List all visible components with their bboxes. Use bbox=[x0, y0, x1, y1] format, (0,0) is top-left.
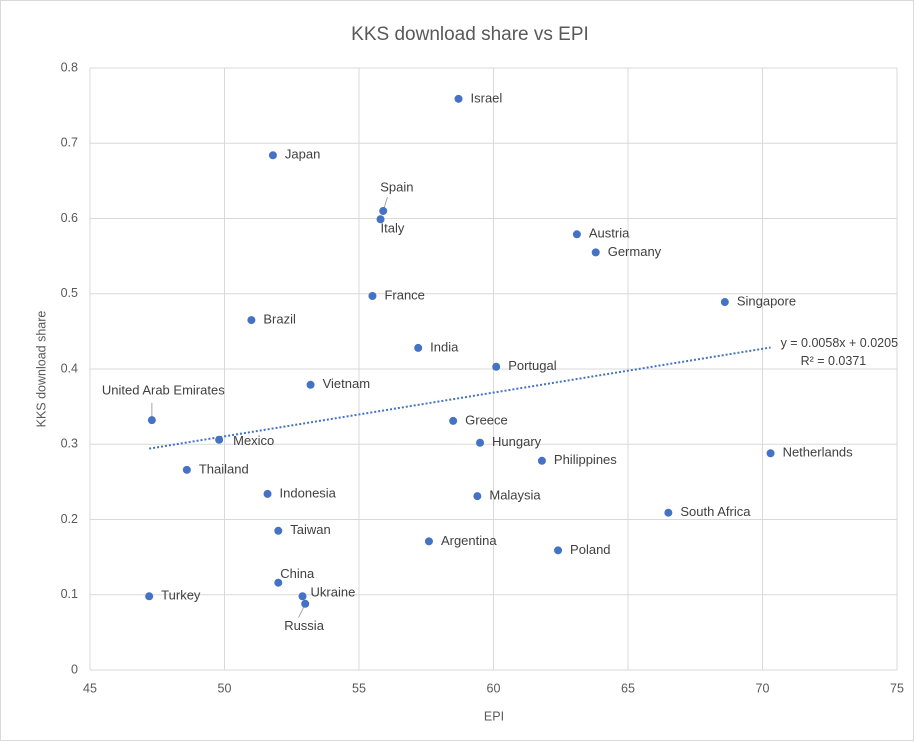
point-label: Singapore bbox=[737, 293, 796, 308]
point bbox=[664, 508, 673, 517]
point-label: Hungary bbox=[492, 434, 542, 449]
point bbox=[720, 298, 729, 307]
point bbox=[306, 380, 315, 389]
point bbox=[147, 416, 156, 425]
point bbox=[414, 343, 423, 352]
point-label: United Arab Emirates bbox=[102, 383, 225, 398]
point-label: Mexico bbox=[233, 433, 274, 448]
point bbox=[449, 416, 458, 425]
point-label: Malaysia bbox=[489, 488, 541, 503]
x-tick-label: 45 bbox=[83, 681, 97, 695]
y-tick-label: 0.2 bbox=[61, 512, 78, 526]
y-tick-label: 0.1 bbox=[61, 587, 78, 601]
point-label: Thailand bbox=[199, 461, 249, 476]
point-label: Poland bbox=[570, 542, 610, 557]
point bbox=[247, 316, 256, 325]
point bbox=[476, 438, 485, 447]
point bbox=[274, 578, 283, 587]
point-label: Brazil bbox=[263, 312, 296, 327]
trendline-equation: y = 0.0058x + 0.0205 bbox=[781, 336, 899, 350]
point-label: Japan bbox=[285, 147, 320, 162]
x-tick-label: 50 bbox=[218, 681, 232, 695]
point-label: Argentina bbox=[441, 533, 497, 548]
trendline bbox=[149, 346, 771, 450]
point bbox=[298, 592, 307, 601]
x-tick-label: 65 bbox=[621, 681, 635, 695]
point bbox=[379, 206, 388, 215]
point bbox=[368, 292, 377, 301]
y-tick-label: 0 bbox=[71, 662, 78, 676]
point-label: Russia bbox=[284, 618, 325, 633]
point-label: South Africa bbox=[680, 504, 751, 519]
y-tick-label: 0.6 bbox=[61, 211, 78, 225]
point-label: Vietnam bbox=[323, 376, 370, 391]
point bbox=[182, 465, 191, 474]
point-label: Greece bbox=[465, 412, 508, 427]
point bbox=[268, 151, 277, 160]
y-tick-label: 0.8 bbox=[61, 60, 78, 74]
point bbox=[263, 489, 272, 498]
point-label: China bbox=[280, 566, 315, 581]
y-tick-label: 0.7 bbox=[61, 136, 78, 150]
point bbox=[591, 248, 600, 257]
point bbox=[492, 362, 501, 371]
point bbox=[376, 215, 385, 224]
point-label: Ukraine bbox=[311, 585, 356, 600]
point-label: Israel bbox=[471, 90, 503, 105]
point bbox=[274, 526, 283, 535]
point-label: Indonesia bbox=[280, 485, 337, 500]
point-label: Taiwan bbox=[290, 522, 330, 537]
point bbox=[766, 449, 775, 458]
point-label: India bbox=[430, 339, 459, 354]
point bbox=[454, 94, 463, 103]
x-axis-title: EPI bbox=[484, 709, 504, 723]
point bbox=[473, 492, 482, 501]
point-label: Italy bbox=[381, 221, 405, 236]
point bbox=[424, 537, 433, 546]
x-tick-label: 55 bbox=[352, 681, 366, 695]
point bbox=[301, 599, 310, 608]
y-tick-label: 0.5 bbox=[61, 286, 78, 300]
point bbox=[537, 456, 546, 465]
point-label: Philippines bbox=[554, 452, 617, 467]
point bbox=[572, 230, 581, 239]
x-tick-label: 60 bbox=[487, 681, 501, 695]
point-label: Portugal bbox=[508, 358, 557, 373]
trendline-r-squared: R² = 0.0371 bbox=[801, 354, 867, 368]
point-label: Netherlands bbox=[783, 445, 854, 460]
x-tick-label: 70 bbox=[756, 681, 770, 695]
y-tick-label: 0.3 bbox=[61, 437, 78, 451]
point-label: Spain bbox=[380, 179, 413, 194]
point bbox=[145, 592, 154, 601]
point-label: Austria bbox=[589, 226, 630, 241]
chart-title: KKS download share vs EPI bbox=[351, 24, 589, 45]
y-axis-title: KKS download share bbox=[34, 311, 48, 428]
point bbox=[215, 435, 224, 444]
point bbox=[554, 546, 563, 555]
point-label: Turkey bbox=[161, 588, 201, 603]
x-tick-label: 75 bbox=[890, 681, 904, 695]
y-tick-label: 0.4 bbox=[61, 361, 78, 375]
point-label: Germany bbox=[608, 244, 662, 259]
point-label: France bbox=[384, 287, 424, 302]
